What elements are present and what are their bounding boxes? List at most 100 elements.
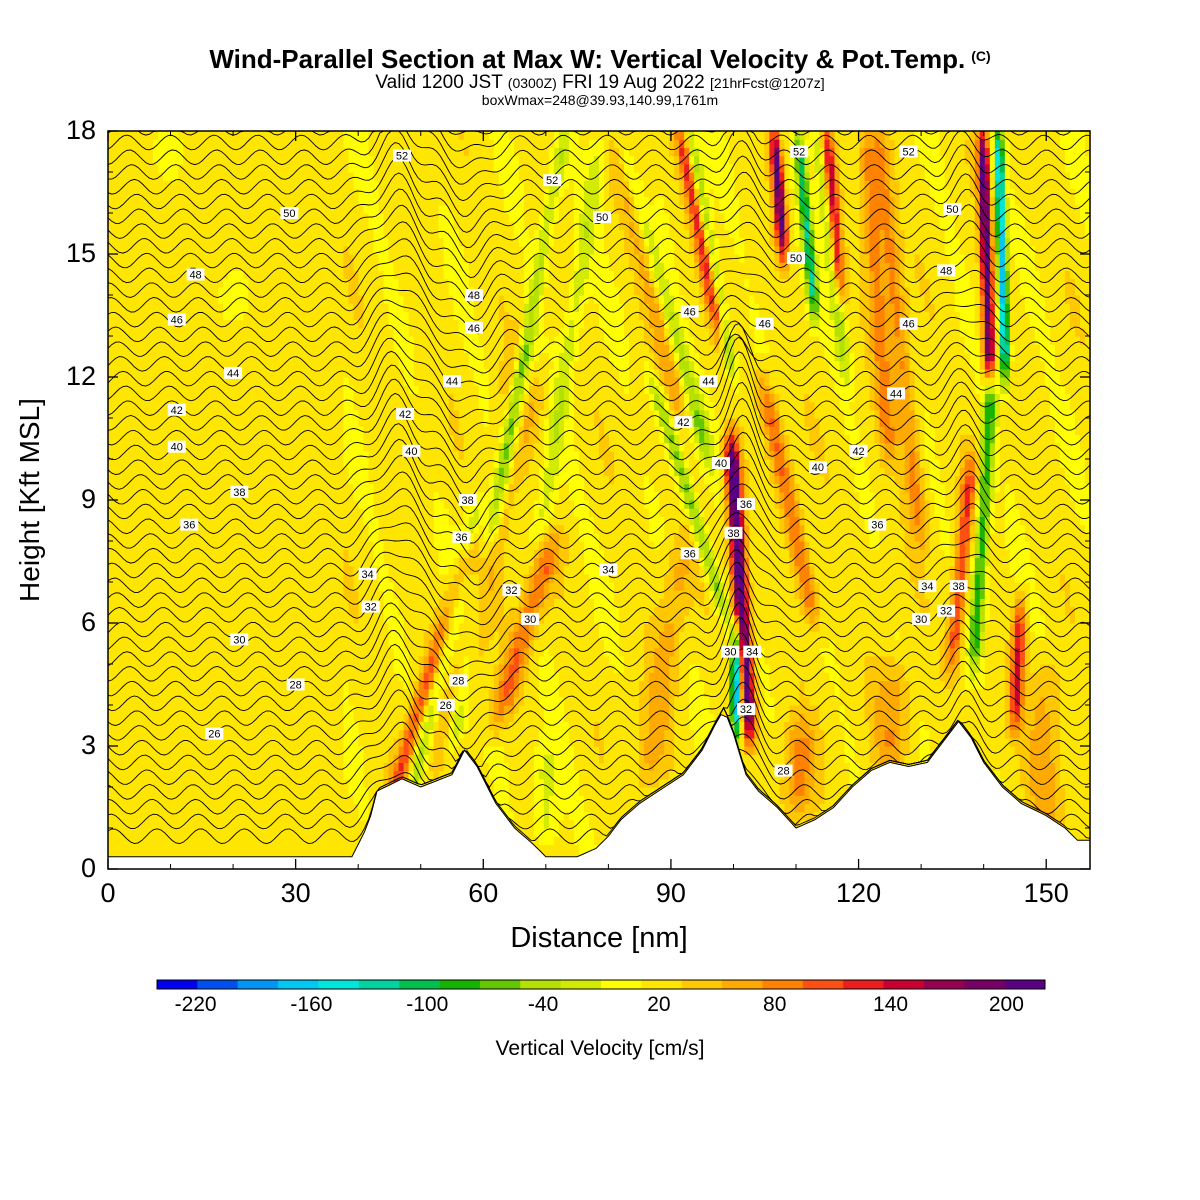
velocity-cell bbox=[548, 270, 575, 280]
velocity-cell bbox=[764, 713, 775, 722]
velocity-cell bbox=[178, 131, 345, 140]
velocity-cell bbox=[438, 557, 455, 567]
velocity-cell bbox=[999, 442, 1061, 452]
velocity-cell bbox=[999, 245, 1006, 255]
velocity-cell bbox=[634, 278, 645, 288]
velocity-cell bbox=[944, 229, 956, 239]
velocity-cell bbox=[844, 221, 861, 230]
velocity-cell bbox=[513, 688, 520, 698]
velocity-cell bbox=[869, 254, 881, 263]
velocity-cell bbox=[739, 606, 745, 616]
velocity-cell bbox=[819, 270, 831, 280]
velocity-cell bbox=[689, 360, 695, 370]
velocity-cell bbox=[719, 450, 725, 460]
velocity-cell bbox=[994, 237, 1001, 247]
velocity-cell bbox=[959, 631, 966, 640]
velocity-cell bbox=[1054, 426, 1076, 435]
velocity-cell bbox=[774, 155, 780, 165]
velocity-cell bbox=[714, 278, 725, 288]
velocity-cell bbox=[899, 262, 906, 271]
velocity-cell bbox=[879, 409, 891, 419]
velocity-cell bbox=[814, 163, 826, 173]
velocity-cell bbox=[969, 270, 981, 280]
velocity-cell bbox=[874, 434, 881, 444]
velocity-cell bbox=[804, 614, 811, 624]
velocity-cell bbox=[749, 557, 790, 567]
velocity-cell bbox=[563, 393, 570, 403]
velocity-cell bbox=[609, 254, 630, 263]
velocity-cell bbox=[1004, 696, 1011, 706]
velocity-cell bbox=[744, 737, 755, 747]
velocity-cell bbox=[729, 368, 735, 378]
velocity-cell bbox=[383, 295, 405, 304]
velocity-cell bbox=[599, 204, 605, 214]
velocity-cell bbox=[343, 393, 355, 403]
velocity-cell bbox=[994, 401, 1001, 411]
y-axis-label: Height [Kft MSL] bbox=[14, 398, 45, 602]
velocity-cell bbox=[433, 737, 445, 747]
velocity-cell bbox=[568, 368, 575, 378]
velocity-cell bbox=[453, 614, 465, 624]
velocity-cell bbox=[493, 500, 500, 509]
theta-contour-line bbox=[107, 324, 1091, 387]
velocity-cell bbox=[994, 442, 1001, 452]
velocity-cell bbox=[518, 705, 545, 714]
velocity-cell bbox=[714, 229, 730, 239]
velocity-cell bbox=[999, 483, 1006, 493]
velocity-cell bbox=[674, 541, 695, 550]
velocity-cell bbox=[533, 549, 540, 558]
velocity-cell bbox=[694, 131, 725, 140]
velocity-cell bbox=[769, 221, 775, 230]
velocity-cell bbox=[508, 459, 515, 468]
velocity-cell bbox=[824, 746, 846, 755]
velocity-cell bbox=[588, 819, 640, 829]
velocity-cell bbox=[879, 368, 891, 378]
velocity-cell bbox=[989, 483, 996, 493]
velocity-cell bbox=[568, 541, 585, 550]
velocity-cell bbox=[503, 549, 535, 558]
velocity-cell bbox=[568, 483, 585, 493]
velocity-cell bbox=[664, 737, 675, 747]
velocity-cell bbox=[573, 746, 600, 755]
velocity-cell bbox=[754, 582, 795, 591]
velocity-cell bbox=[438, 221, 455, 230]
velocity-cell bbox=[964, 500, 971, 509]
velocity-cell bbox=[759, 680, 765, 690]
velocity-cell bbox=[794, 196, 801, 206]
velocity-cell bbox=[533, 401, 545, 411]
velocity-cell bbox=[909, 713, 1006, 722]
velocity-cell bbox=[854, 385, 871, 394]
velocity-cell bbox=[909, 729, 921, 739]
velocity-cell bbox=[854, 409, 876, 419]
velocity-cell bbox=[654, 393, 660, 403]
velocity-cell bbox=[654, 606, 690, 616]
velocity-cell bbox=[749, 565, 790, 575]
velocity-cell bbox=[839, 713, 846, 722]
velocity-cell bbox=[769, 180, 775, 189]
velocity-cell bbox=[644, 500, 660, 509]
velocity-cell bbox=[523, 262, 535, 271]
theta-contour-line bbox=[107, 706, 1091, 789]
velocity-cell bbox=[659, 352, 670, 362]
velocity-cell bbox=[989, 557, 1011, 567]
velocity-cell bbox=[699, 237, 705, 247]
velocity-cell bbox=[879, 278, 891, 288]
velocity-cell bbox=[899, 713, 911, 722]
velocity-cell bbox=[784, 524, 790, 534]
velocity-cell bbox=[859, 163, 866, 173]
velocity-cell bbox=[1069, 172, 1091, 181]
velocity-cell bbox=[884, 352, 911, 362]
velocity-cell bbox=[363, 434, 455, 444]
velocity-cell bbox=[969, 508, 976, 517]
velocity-cell bbox=[1004, 204, 1011, 214]
velocity-cell bbox=[593, 737, 605, 747]
velocity-cell bbox=[879, 270, 891, 280]
velocity-cell bbox=[889, 213, 896, 222]
velocity-cell bbox=[749, 483, 775, 493]
velocity-cell bbox=[839, 344, 846, 353]
velocity-cell bbox=[508, 442, 515, 452]
velocity-cell bbox=[714, 270, 720, 280]
velocity-cell bbox=[604, 163, 610, 173]
velocity-cell bbox=[644, 327, 655, 337]
velocity-cell bbox=[343, 688, 350, 698]
